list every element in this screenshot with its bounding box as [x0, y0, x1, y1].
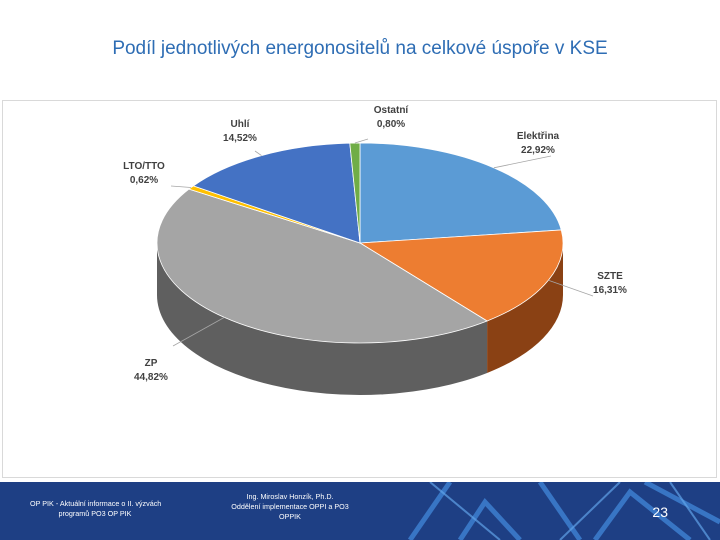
- footer-decoration: [407, 482, 720, 540]
- leader-line-szte: [548, 279, 594, 297]
- leader-line-elekt-ina: [493, 155, 552, 169]
- footer-stripe: [669, 482, 711, 540]
- slice-value-label: 44,82%: [134, 372, 168, 383]
- slice-value-label: 14,52%: [223, 133, 257, 144]
- slice-label: Uhlí: [231, 119, 251, 130]
- pie-slice-zp: [156, 188, 488, 344]
- slice-label: Elektřina: [517, 131, 560, 142]
- footer-left-line: OP PIK - Aktuální informace o II. výzvác…: [30, 499, 162, 508]
- page-number: 23: [652, 504, 668, 520]
- footer-author-line: Oddělení implementace OPPI a PO3: [231, 502, 349, 511]
- footer-author-line: OPPIK: [279, 512, 301, 521]
- slice-label: LTO/TTO: [123, 161, 165, 172]
- pie-chart: Elektřina 22,92% SZTE 16,31% ZP 44,82% LTO/TTO…: [123, 105, 627, 395]
- slice-value-label: 22,92%: [521, 145, 555, 156]
- footer-left-line: programů PO3 OP PIK: [58, 509, 132, 518]
- slice-value-label: 0,62%: [130, 175, 158, 186]
- footer-author-line: Ing. Miroslav Honzík, Ph.D.: [246, 492, 334, 501]
- footer-stripe: [559, 482, 621, 540]
- slice-label: ZP: [145, 358, 158, 369]
- chart-frame: Elektřina 22,92% SZTE 16,31% ZP 44,82% LTO/TTO…: [2, 100, 717, 478]
- footer-stripe: [407, 482, 453, 540]
- pie-side-szte: [487, 243, 563, 373]
- footer-stripe: [592, 488, 692, 540]
- footer-stripe: [429, 482, 501, 540]
- slide-title: Podíl jednotlivých energonositelů na cel…: [112, 38, 608, 59]
- pie-labels: Elektřina 22,92% SZTE 16,31% ZP 44,82% LTO/TTO…: [123, 105, 627, 383]
- pie-side-zp: [157, 243, 488, 395]
- leader-line-zp: [172, 317, 225, 347]
- footer-left-text: OP PIK - Aktuální informace o II. výzvác…: [30, 499, 162, 519]
- slice-value-label: 16,31%: [593, 285, 627, 296]
- pie-slices: [156, 142, 564, 344]
- pie-side-walls: [157, 243, 563, 395]
- footer-stripe: [457, 497, 522, 540]
- slice-value-label: 0,80%: [377, 119, 405, 130]
- pie-slice-elekt-ina: [359, 142, 562, 244]
- footer-bar: OP PIK - Aktuální informace o II. výzvác…: [0, 482, 720, 540]
- leader-line-ostatn-: [354, 138, 369, 144]
- footer-author-text: Ing. Miroslav Honzík, Ph.D. Oddělení imp…: [220, 492, 360, 522]
- leader-line-uhl-: [254, 150, 262, 156]
- slice-label: SZTE: [597, 271, 623, 282]
- pie-slice-ostatn-: [349, 142, 361, 244]
- pie-slice-uhl-: [192, 142, 361, 244]
- footer-stripe: [643, 482, 720, 525]
- slice-label: Ostatní: [374, 105, 410, 116]
- leader-line-lto-tto: [170, 185, 192, 188]
- footer-stripe: [537, 482, 583, 540]
